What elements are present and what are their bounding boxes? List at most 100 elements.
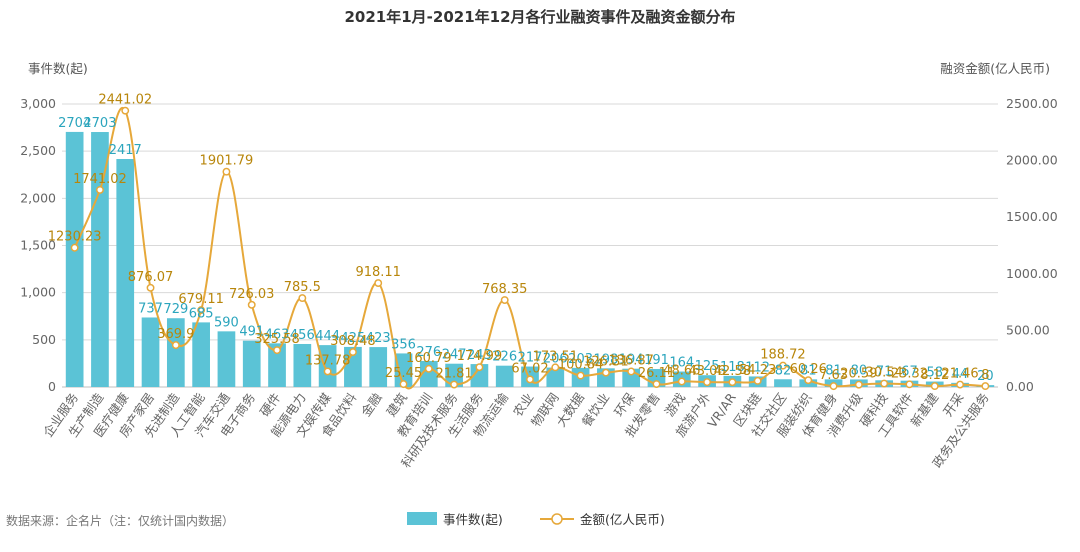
line-value-label: 67.02	[511, 361, 548, 376]
line-value-label: 23.32	[891, 366, 928, 381]
bar-value-label: 685	[189, 306, 214, 321]
line-value-label: 1230.23	[48, 230, 102, 245]
bar	[344, 346, 362, 387]
y-tick-right: 0.00	[1006, 379, 1034, 394]
bar-value-label: 247	[442, 348, 467, 363]
line-point	[273, 346, 281, 355]
bar-value-label: 80	[851, 363, 868, 378]
line-value-label: 876.07	[128, 270, 174, 285]
line-point	[374, 279, 383, 288]
bar-value-label: 2703	[83, 116, 116, 131]
line-point	[348, 348, 357, 357]
y-tick-left: 1,000	[20, 285, 56, 300]
line-value-label: 60.26	[790, 362, 827, 377]
line-value-label: 100.84	[558, 358, 604, 373]
line-value-label: 8.12	[920, 368, 949, 383]
bar-value-label: 125	[695, 359, 720, 374]
bar-value-label: 206	[543, 352, 568, 367]
bar-value-label: 491	[239, 325, 264, 340]
chart-title: 2021年1月-2021年12月各行业融资事件及融资金额分布	[344, 8, 736, 26]
line-point	[70, 243, 79, 252]
line-point	[981, 382, 990, 391]
line-point	[121, 106, 130, 115]
bar	[242, 340, 261, 387]
line-value-label: 726.03	[229, 287, 275, 302]
x-tick-label: 金融	[358, 390, 385, 419]
y-tick-right: 1000.00	[1006, 266, 1058, 281]
bar-value-label: 194	[619, 353, 644, 368]
line-point	[424, 364, 433, 373]
y-tick-right: 2000.00	[1006, 153, 1058, 168]
y-tick-left: 0	[48, 379, 56, 394]
bar-value-label: 356	[391, 337, 416, 352]
bar	[91, 132, 109, 387]
line-point	[171, 341, 180, 350]
line-point	[298, 294, 307, 303]
line-point	[576, 371, 585, 380]
line-value-label: 54.23	[739, 363, 776, 378]
line-point	[854, 380, 863, 389]
left-axis-title: 事件数(起)	[28, 61, 88, 76]
bar-value-label: 67	[901, 365, 918, 380]
bar	[65, 131, 84, 387]
line-point	[930, 382, 939, 391]
line-value-label: 48.66	[663, 363, 700, 378]
line-point	[652, 380, 661, 388]
bar-value-label: 737	[138, 301, 163, 316]
line-value-label: 7.63	[819, 368, 848, 383]
bar-value-label: 20	[977, 369, 994, 384]
bar-value-label: 590	[214, 315, 239, 330]
line-value-label: 25.45	[385, 366, 422, 381]
line-point	[323, 367, 332, 376]
bar-value-label: 112	[745, 360, 770, 375]
line-point	[880, 379, 889, 388]
line-value-label: 679.11	[178, 292, 224, 307]
line-point	[804, 376, 813, 385]
bar	[419, 360, 438, 387]
y-tick-left: 500	[32, 332, 56, 347]
bar-value-label: 444	[315, 329, 340, 344]
bar-value-label: 71	[876, 364, 893, 379]
bar-value-label: 423	[366, 331, 391, 346]
line-value-label: 43.06	[688, 364, 725, 379]
bar-value-label: 276	[416, 345, 441, 360]
bar-value-label: 203	[568, 352, 593, 367]
bar-value-label: 81	[825, 363, 842, 378]
x-tick-label: 餐饮业	[579, 390, 613, 429]
line-value-label: 785.5	[284, 280, 321, 295]
legend-item-bar[interactable]: 事件数(起)	[407, 509, 503, 528]
line-point	[551, 363, 560, 372]
legend-item-line[interactable]: 金额(亿人民币)	[540, 509, 665, 528]
line-value-label: 42.58	[714, 364, 751, 379]
bar-value-label: 226	[492, 350, 517, 365]
line-value-label: 20.59	[840, 367, 877, 382]
line-point	[95, 185, 104, 194]
line-value-label: 1901.79	[200, 154, 254, 169]
bar-value-label: 198	[593, 352, 618, 367]
bar-value-label: 456	[290, 328, 315, 343]
bar	[774, 379, 792, 387]
bar	[470, 364, 489, 387]
line-point	[677, 377, 686, 386]
line-point	[601, 368, 610, 377]
line-value-label: 160.79	[406, 351, 452, 366]
bar-value-label: 164	[669, 356, 694, 371]
y-tick-left: 2,500	[20, 143, 56, 158]
bar	[116, 158, 135, 387]
line-point	[728, 378, 737, 387]
line-point	[197, 306, 206, 315]
line-point	[450, 380, 459, 389]
bar-value-label: 82	[775, 363, 792, 378]
bar-value-label: 463	[265, 327, 290, 342]
line-point	[526, 375, 534, 384]
bar	[293, 343, 312, 387]
bar-value-label: 81	[800, 363, 817, 378]
line-value-label: 21.81	[435, 367, 472, 382]
bar	[141, 317, 160, 387]
bar	[217, 331, 236, 387]
legend-line-swatch-icon	[540, 512, 574, 525]
legend-line-label: 金额(亿人民币)	[580, 512, 665, 527]
line-point	[222, 167, 231, 176]
line-point	[146, 283, 155, 292]
